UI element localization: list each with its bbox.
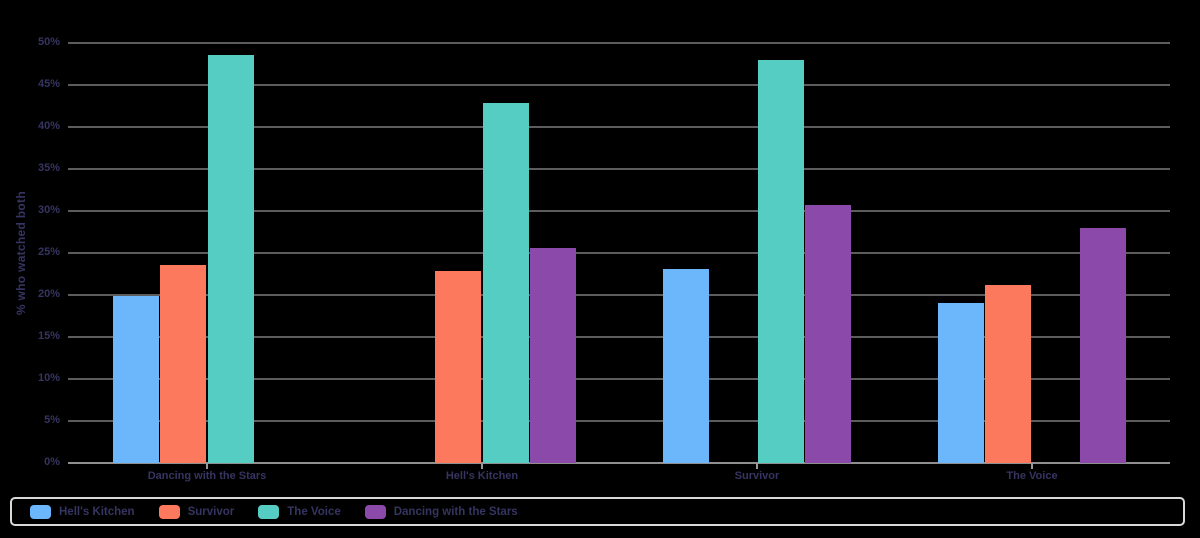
y-tick-label: 10% <box>37 372 60 384</box>
legend-item[interactable]: Hell's Kitchen <box>30 504 135 519</box>
gridline <box>68 294 1170 296</box>
bar[interactable] <box>757 59 804 463</box>
legend-swatch <box>30 504 51 519</box>
legend-label: The Voice <box>287 505 341 518</box>
gridline <box>68 42 1170 44</box>
bar[interactable] <box>435 271 482 463</box>
y-tick-label: 25% <box>37 246 60 258</box>
gridline <box>68 84 1170 86</box>
legend-swatch <box>258 504 280 519</box>
bar[interactable] <box>805 205 852 463</box>
legend-label: Dancing with the Stars <box>393 505 518 518</box>
legend: Hell's Kitchen Survivor The Voice Dancing w… <box>10 497 1185 526</box>
y-tick-label: 40% <box>37 120 60 132</box>
legend-item[interactable]: Dancing with the Stars <box>364 504 518 519</box>
bar[interactable] <box>530 247 577 463</box>
y-tick-label: 30% <box>37 204 60 216</box>
y-tick-label: 15% <box>37 330 60 342</box>
y-tick-label: 35% <box>37 162 60 174</box>
gridline <box>68 378 1170 380</box>
x-tick-label: Hell's Kitchen <box>445 470 519 482</box>
x-tick-mark <box>1031 463 1033 469</box>
bar[interactable] <box>112 295 159 463</box>
bar[interactable] <box>1080 227 1127 463</box>
y-tick-label: 20% <box>37 288 60 300</box>
x-tick-mark <box>481 463 483 469</box>
y-tick-label: 45% <box>37 78 60 90</box>
legend-label: Hell's Kitchen <box>59 505 135 518</box>
gridline <box>68 210 1170 212</box>
gridline <box>68 252 1170 254</box>
legend-swatch <box>364 504 386 519</box>
bar[interactable] <box>482 102 529 463</box>
y-tick-label: 0% <box>44 456 60 468</box>
legend-item[interactable]: Survivor <box>158 504 235 519</box>
gridline <box>68 126 1170 128</box>
bar[interactable] <box>662 268 709 463</box>
y-tick-label: 50% <box>37 36 60 48</box>
gridline <box>68 420 1170 422</box>
gridline <box>68 336 1170 338</box>
legend-swatch <box>158 504 180 519</box>
bar[interactable] <box>160 264 207 463</box>
x-axis-line <box>68 462 1170 464</box>
x-tick-mark <box>756 463 758 469</box>
x-tick-label: The Voice <box>1006 470 1058 482</box>
x-tick-label: Dancing with the Stars <box>147 470 267 482</box>
bar[interactable] <box>937 302 984 463</box>
y-tick-label: 5% <box>44 414 60 426</box>
legend-label: Survivor <box>187 505 235 518</box>
x-tick-label: Survivor <box>734 470 780 482</box>
x-tick-mark <box>206 463 208 469</box>
gridline <box>68 168 1170 170</box>
legend-item[interactable]: The Voice <box>258 504 341 519</box>
bar[interactable] <box>207 54 254 463</box>
bar[interactable] <box>985 284 1032 463</box>
